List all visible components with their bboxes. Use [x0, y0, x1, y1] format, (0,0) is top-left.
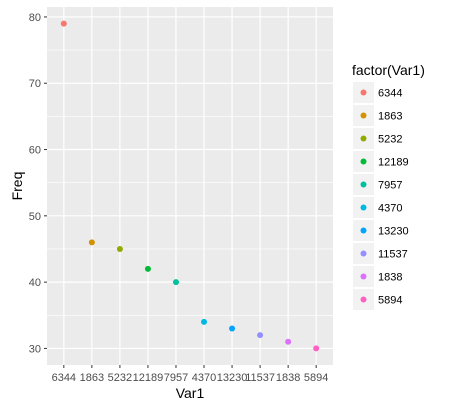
legend-marker	[360, 227, 367, 234]
x-tick-label: 1838	[276, 372, 300, 384]
x-tick-label: 1863	[80, 372, 104, 384]
y-tick-label: 60	[29, 145, 41, 157]
data-point	[229, 325, 236, 332]
data-point	[285, 338, 292, 345]
data-point	[144, 265, 151, 272]
legend-marker	[360, 135, 367, 142]
x-axis-title: Var1	[176, 385, 205, 401]
y-tick-label: 40	[29, 277, 41, 289]
y-tick-label: 70	[29, 78, 41, 90]
y-tick-label: 80	[29, 12, 41, 24]
x-tick-label: 11537	[245, 372, 275, 384]
legend-marker	[360, 250, 367, 257]
data-point	[172, 279, 179, 286]
x-tick-label: 5232	[108, 372, 132, 384]
legend-marker	[360, 273, 367, 280]
legend-label: 12189	[378, 157, 409, 169]
y-axis-title: Freq	[9, 172, 25, 201]
plot-panel	[47, 7, 333, 365]
legend-marker	[360, 181, 367, 188]
x-tick-label: 4370	[192, 372, 216, 384]
x-tick-label: 6344	[52, 372, 76, 384]
data-point	[257, 332, 264, 339]
legend-label: 6344	[378, 88, 402, 100]
legend-label: 1863	[378, 111, 402, 123]
legend-label: 11537	[378, 249, 408, 261]
data-point	[201, 318, 208, 325]
x-tick-label: 13230	[217, 372, 248, 384]
data-point	[313, 345, 320, 352]
y-tick-label: 30	[29, 343, 41, 355]
x-tick-label: 5894	[304, 372, 328, 384]
y-tick-label: 50	[29, 211, 41, 223]
legend-label: 5232	[378, 134, 402, 146]
legend-label: 13230	[378, 226, 409, 238]
legend-title: factor(Var1)	[352, 62, 425, 78]
data-points	[60, 20, 320, 352]
grid-lines	[47, 7, 333, 365]
legend-marker	[360, 112, 367, 119]
legend-label: 1838	[378, 272, 402, 284]
y-axis: 30 40 50 60 70 80	[29, 12, 47, 355]
x-tick-label: 7957	[164, 372, 188, 384]
x-tick-label: 12189	[133, 372, 164, 384]
legend: factor(Var1) 6344 1863 5232 12189 7957 4370 13…	[352, 62, 425, 310]
legend-marker	[360, 204, 367, 211]
legend-marker	[360, 158, 367, 165]
legend-label: 5894	[378, 295, 402, 307]
data-point	[60, 20, 67, 27]
data-point	[88, 239, 95, 246]
data-point	[116, 245, 123, 252]
legend-label: 7957	[378, 180, 402, 192]
legend-marker	[360, 296, 367, 303]
legend-marker	[360, 89, 367, 96]
legend-label: 4370	[378, 203, 402, 215]
